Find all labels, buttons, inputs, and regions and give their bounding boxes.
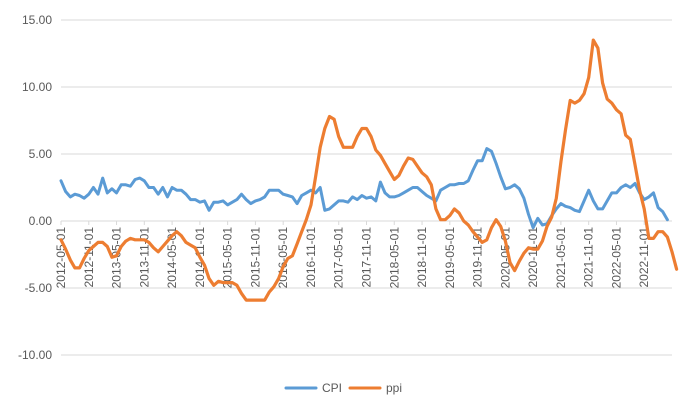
y-tick-label: 5.00 <box>29 147 53 161</box>
x-tick-label: 2021-11-01 <box>582 227 596 288</box>
x-tick-label: 2020-11-01 <box>526 227 540 288</box>
legend-label-ppi: ppi <box>386 381 402 395</box>
x-tick-label: 2022-11-01 <box>637 227 651 288</box>
x-tick-label: 2018-05-01 <box>387 227 401 289</box>
x-tick-label: 2015-11-01 <box>248 227 262 288</box>
y-tick-label: 0.00 <box>29 214 53 228</box>
series-lines <box>59 38 679 302</box>
x-tick-label: 2017-05-01 <box>332 227 346 289</box>
x-tick-label: 2013-05-01 <box>110 227 124 289</box>
x-tick-label: 2018-11-01 <box>415 227 429 288</box>
y-axis-ticks: 15.00 10.00 5.00 0.00 -5.00 -10.00 <box>18 13 52 362</box>
y-tick-label: -5.00 <box>25 281 53 295</box>
legend-label-cpi: CPI <box>322 381 342 395</box>
x-tick-label: 2019-05-01 <box>443 227 457 289</box>
x-tick-label: 2016-11-01 <box>304 227 318 288</box>
x-axis-ticks: 2012-05-01 2012-11-01 2013-05-01 2013-11-01… <box>54 221 651 288</box>
x-tick-label: 2015-05-01 <box>221 227 235 289</box>
grid-lines <box>61 19 672 356</box>
x-tick-label: 2022-05-01 <box>609 227 623 289</box>
y-tick-label: -10.00 <box>18 348 52 362</box>
x-tick-label: 2021-05-01 <box>554 227 568 289</box>
series-line-cpi <box>59 147 669 230</box>
legend: CPI ppi <box>284 381 402 395</box>
x-tick-label: 2012-05-01 <box>54 227 68 289</box>
y-tick-label: 10.00 <box>22 80 52 94</box>
x-tick-label: 2012-11-01 <box>82 227 96 288</box>
x-tick-label: 2017-11-01 <box>360 227 374 288</box>
y-tick-label: 15.00 <box>22 13 52 27</box>
x-tick-label: 2013-11-01 <box>137 227 151 288</box>
series-line-ppi <box>59 38 679 302</box>
x-tick-label: 2020-05-01 <box>498 227 512 289</box>
